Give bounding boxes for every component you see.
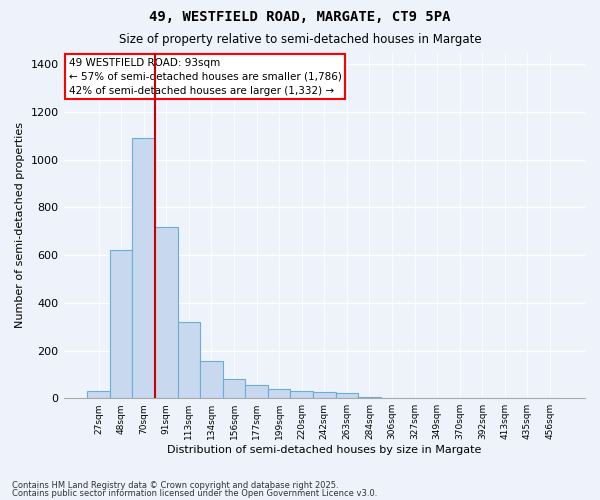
Bar: [358, 397, 381, 398]
Text: Contains HM Land Registry data © Crown copyright and database right 2025.: Contains HM Land Registry data © Crown c…: [12, 480, 338, 490]
Bar: [313, 392, 335, 398]
Bar: [87, 391, 110, 398]
Bar: [133, 138, 155, 398]
Text: Size of property relative to semi-detached houses in Margate: Size of property relative to semi-detach…: [119, 32, 481, 46]
Bar: [223, 379, 245, 398]
Bar: [245, 385, 268, 398]
Bar: [155, 226, 178, 398]
Text: Contains public sector information licensed under the Open Government Licence v3: Contains public sector information licen…: [12, 489, 377, 498]
Bar: [290, 391, 313, 398]
Bar: [335, 394, 358, 398]
Bar: [110, 250, 133, 398]
Y-axis label: Number of semi-detached properties: Number of semi-detached properties: [15, 122, 25, 328]
Text: 49 WESTFIELD ROAD: 93sqm
← 57% of semi-detached houses are smaller (1,786)
42% o: 49 WESTFIELD ROAD: 93sqm ← 57% of semi-d…: [69, 58, 341, 96]
Bar: [178, 322, 200, 398]
Bar: [268, 388, 290, 398]
Text: 49, WESTFIELD ROAD, MARGATE, CT9 5PA: 49, WESTFIELD ROAD, MARGATE, CT9 5PA: [149, 10, 451, 24]
X-axis label: Distribution of semi-detached houses by size in Margate: Distribution of semi-detached houses by …: [167, 445, 481, 455]
Bar: [200, 362, 223, 398]
